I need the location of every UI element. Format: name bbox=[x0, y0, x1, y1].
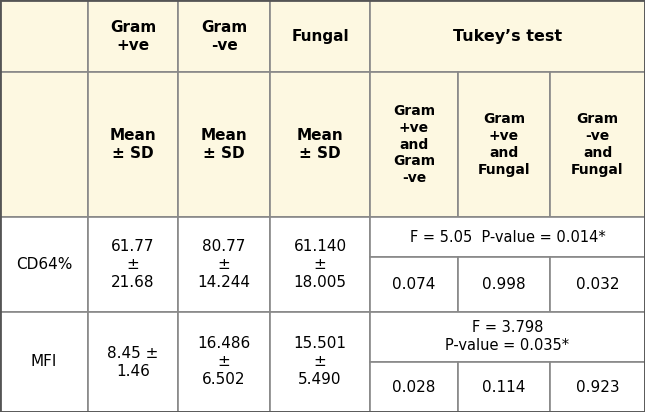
Bar bbox=[0, 72, 88, 217]
Text: 0.923: 0.923 bbox=[576, 379, 619, 395]
Bar bbox=[0, 312, 88, 412]
Text: F = 3.798
P-value = 0.035*: F = 3.798 P-value = 0.035* bbox=[446, 321, 570, 353]
Bar bbox=[178, 0, 270, 72]
Text: 0.074: 0.074 bbox=[392, 277, 435, 292]
Bar bbox=[370, 312, 645, 362]
Bar bbox=[550, 72, 645, 217]
Text: 61.77
±
21.68: 61.77 ± 21.68 bbox=[111, 239, 155, 290]
Bar bbox=[550, 257, 645, 312]
Text: Fungal: Fungal bbox=[291, 28, 349, 44]
Text: CD64%: CD64% bbox=[16, 257, 72, 272]
Text: Gram
+ve: Gram +ve bbox=[110, 19, 156, 52]
Text: Mean
± SD: Mean ± SD bbox=[110, 128, 156, 161]
Bar bbox=[270, 0, 370, 72]
Text: Gram
-ve: Gram -ve bbox=[201, 19, 247, 52]
Bar bbox=[458, 257, 550, 312]
Bar bbox=[178, 72, 270, 217]
Text: 16.486
±
6.502: 16.486 ± 6.502 bbox=[197, 337, 251, 388]
Bar bbox=[0, 0, 88, 72]
Bar bbox=[88, 72, 178, 217]
Bar bbox=[370, 72, 458, 217]
Bar bbox=[458, 72, 550, 217]
Text: 0.998: 0.998 bbox=[482, 277, 526, 292]
Text: 15.501
±
5.490: 15.501 ± 5.490 bbox=[293, 337, 346, 388]
Bar bbox=[370, 362, 458, 412]
Bar bbox=[88, 312, 178, 412]
Bar bbox=[270, 312, 370, 412]
Bar bbox=[370, 257, 458, 312]
Bar bbox=[178, 217, 270, 312]
Bar bbox=[88, 217, 178, 312]
Text: 61.140
±
18.005: 61.140 ± 18.005 bbox=[293, 239, 346, 290]
Bar bbox=[270, 217, 370, 312]
Text: Gram
+ve
and
Gram
-ve: Gram +ve and Gram -ve bbox=[393, 104, 435, 185]
Text: 0.032: 0.032 bbox=[576, 277, 619, 292]
Text: F = 5.05  P-value = 0.014*: F = 5.05 P-value = 0.014* bbox=[410, 229, 606, 244]
Text: 0.114: 0.114 bbox=[482, 379, 526, 395]
Text: Mean
± SD: Mean ± SD bbox=[201, 128, 248, 161]
Bar bbox=[370, 0, 645, 72]
Text: 80.77
±
14.244: 80.77 ± 14.244 bbox=[197, 239, 250, 290]
Bar bbox=[270, 72, 370, 217]
Text: Mean
± SD: Mean ± SD bbox=[297, 128, 343, 161]
Text: Gram
+ve
and
Fungal: Gram +ve and Fungal bbox=[478, 112, 530, 177]
Bar bbox=[178, 312, 270, 412]
Text: MFI: MFI bbox=[31, 354, 57, 370]
Bar bbox=[370, 217, 645, 257]
Bar bbox=[550, 362, 645, 412]
Text: 0.028: 0.028 bbox=[392, 379, 435, 395]
Bar bbox=[458, 362, 550, 412]
Bar bbox=[0, 217, 88, 312]
Text: Gram
-ve
and
Fungal: Gram -ve and Fungal bbox=[571, 112, 624, 177]
Text: 8.45 ±
1.46: 8.45 ± 1.46 bbox=[107, 346, 159, 379]
Bar bbox=[88, 0, 178, 72]
Text: Tukey’s test: Tukey’s test bbox=[453, 28, 562, 44]
